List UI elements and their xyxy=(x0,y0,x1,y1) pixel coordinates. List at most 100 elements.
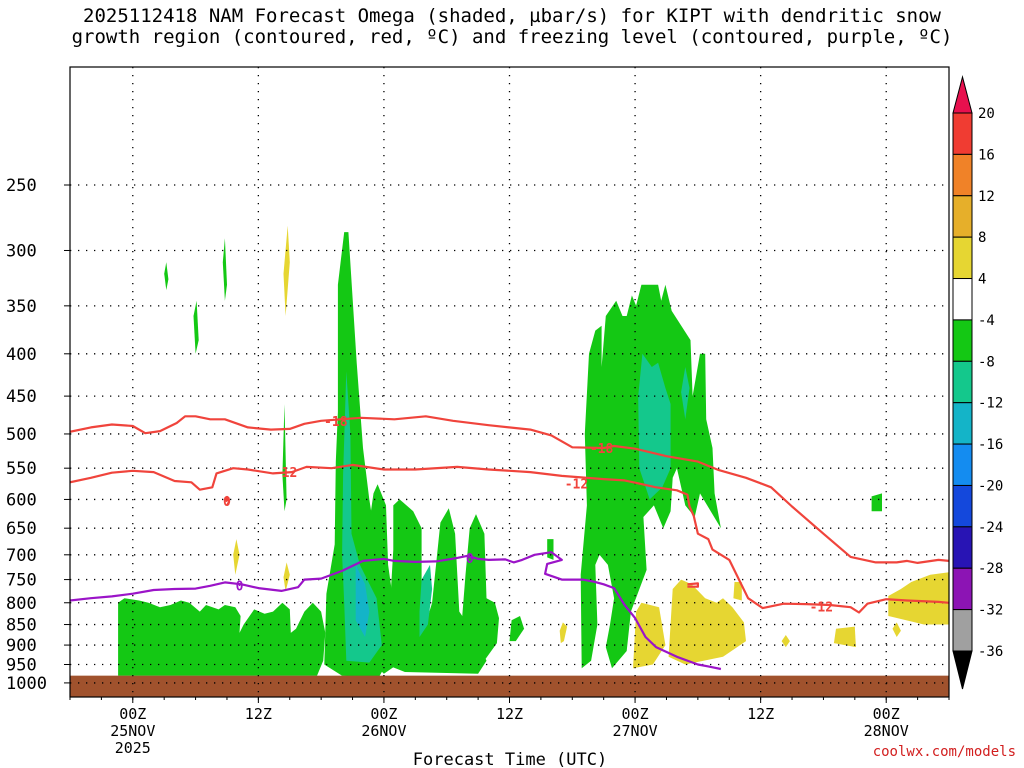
contour-lines: -18 -12 -18 -12 -12 0 0 0 xyxy=(70,415,949,671)
omega-region-18 xyxy=(633,602,666,669)
y-tick-label-600: 600 xyxy=(6,490,37,510)
chart-title-line-2: growth region (contoured, red, ºC) and f… xyxy=(71,26,953,48)
dgz-label-3: -12 xyxy=(565,478,588,493)
omega-shading xyxy=(118,225,949,678)
terrain-band xyxy=(70,675,949,697)
omega-region-29 xyxy=(352,474,363,555)
freezing-label-1: 0 xyxy=(466,552,474,567)
colorbar-band-6 xyxy=(952,360,973,404)
y-tick-label-950: 950 xyxy=(6,655,37,675)
x-tick-label-4-1: 27NOV xyxy=(612,722,657,740)
colorbar-label-9: -20 xyxy=(978,478,1003,494)
colorbar-label-0: 20 xyxy=(978,106,995,122)
y-tick-label-900: 900 xyxy=(6,636,37,656)
y-tick-label-400: 400 xyxy=(6,345,37,365)
colorbar-band-3 xyxy=(952,236,973,280)
y-tick-label-700: 700 xyxy=(6,546,37,566)
y-tick-label-550: 550 xyxy=(6,459,37,479)
x-axis-title: Forecast Time (UTC) xyxy=(413,750,607,768)
dgz-label-2: -18 xyxy=(590,442,614,457)
chart-title-line-1: 2025112418 NAM Forecast Omega (shaded, µ… xyxy=(83,5,941,27)
colorbar-band-7 xyxy=(952,402,973,445)
colorbar-band-4 xyxy=(952,278,973,321)
omega-region-23 xyxy=(888,572,949,625)
colorbar-band-0 xyxy=(952,112,973,155)
dgz-label-4: -12 xyxy=(810,600,833,615)
y-tick-label-450: 450 xyxy=(6,387,37,407)
colorbar-label-4: 4 xyxy=(978,272,986,288)
omega-region-19 xyxy=(668,579,746,665)
omega-region-21 xyxy=(781,635,790,648)
x-tick-label-1-0: 12Z xyxy=(245,705,272,723)
y-tick-label-300: 300 xyxy=(6,241,37,261)
colorbar-label-2: 12 xyxy=(978,189,995,205)
dgz-label-0: -18 xyxy=(324,415,348,430)
x-tick-label-2-1: 26NOV xyxy=(361,722,406,740)
omega-region-3 xyxy=(386,499,487,674)
colorbar-band-8 xyxy=(952,443,973,486)
colorbar-label-8: -16 xyxy=(978,437,1003,453)
colorbar-label-12: -32 xyxy=(978,603,1003,619)
colorbar-label-5: -4 xyxy=(978,313,995,329)
y-tick-label-350: 350 xyxy=(6,297,37,317)
y-tick-label-650: 650 xyxy=(6,519,37,539)
x-tick-label-0-0: 00Z xyxy=(119,705,146,723)
omega-region-9 xyxy=(342,371,382,663)
y-tick-label-1000: 1000 xyxy=(6,674,47,694)
omega-region-5 xyxy=(509,616,525,642)
terrain-layer xyxy=(70,675,949,697)
x-tick-label-6-0: 00Z xyxy=(873,705,900,723)
x-tick-label-5-0: 12Z xyxy=(747,705,774,723)
omega-region-27 xyxy=(222,238,227,301)
omega-region-28 xyxy=(282,404,287,512)
omega-region-0 xyxy=(118,598,326,676)
chart-title: 2025112418 NAM Forecast Omega (shaded, µ… xyxy=(0,6,1024,48)
colorbar-label-3: 8 xyxy=(978,230,986,246)
dgz-contour-1 xyxy=(70,463,949,614)
omega-region-26 xyxy=(193,300,199,354)
y-tick-label-850: 850 xyxy=(6,616,37,636)
omega-region-16 xyxy=(283,562,290,592)
omega-region-22 xyxy=(833,626,856,648)
colorbar-label-6: -8 xyxy=(978,354,995,370)
omega-region-4 xyxy=(461,514,499,667)
y-axis: 2503003504004505005506006507007508008509… xyxy=(6,176,70,694)
omega-region-10 xyxy=(419,564,433,637)
x-tick-label-0-1: 25NOV xyxy=(110,722,155,740)
colorbar-band-2 xyxy=(952,195,973,238)
y-tick-label-800: 800 xyxy=(6,594,37,614)
dgz-contour-0 xyxy=(70,415,949,564)
freezing-contour-0 xyxy=(70,551,722,671)
site-credit[interactable]: coolwx.com/models xyxy=(872,744,1016,760)
omega-region-17 xyxy=(559,622,568,644)
omega-region-6 xyxy=(547,539,554,560)
omega-region-8 xyxy=(871,493,882,512)
freezing-label-0: 0 xyxy=(236,579,244,594)
colorbar-top-arrow xyxy=(952,75,973,114)
colorbar-band-1 xyxy=(952,153,973,197)
omega-region-25 xyxy=(164,262,169,291)
colorbar-label-13: -36 xyxy=(978,644,1003,660)
y-tick-label-250: 250 xyxy=(6,176,37,196)
colorbar: 20 16 12 8 4 -4 -8 -12 -16 -20 -24 -28 -32 -36 xyxy=(952,75,1003,690)
colorbar-bottom-arrow xyxy=(952,650,973,690)
y-tick-label-750: 750 xyxy=(6,571,37,591)
omega-region-11 xyxy=(638,353,671,500)
colorbar-label-1: 16 xyxy=(978,147,995,163)
colorbar-band-12 xyxy=(952,609,973,652)
colorbar-band-9 xyxy=(952,484,973,528)
colorbar-band-10 xyxy=(952,526,973,569)
x-tick-label-0-2: 2025 xyxy=(115,739,151,757)
dgz-label-5: 0 xyxy=(223,495,231,510)
colorbar-label-11: -28 xyxy=(978,561,1003,577)
omega-region-24 xyxy=(892,622,901,637)
colorbar-band-11 xyxy=(952,567,973,611)
omega-region-14 xyxy=(283,225,290,316)
x-tick-label-2-0: 00Z xyxy=(370,705,397,723)
dgz-contour-2 xyxy=(224,495,231,506)
omega-region-12 xyxy=(681,367,690,420)
omega-region-15 xyxy=(233,539,240,575)
omega-region-13 xyxy=(355,564,370,637)
